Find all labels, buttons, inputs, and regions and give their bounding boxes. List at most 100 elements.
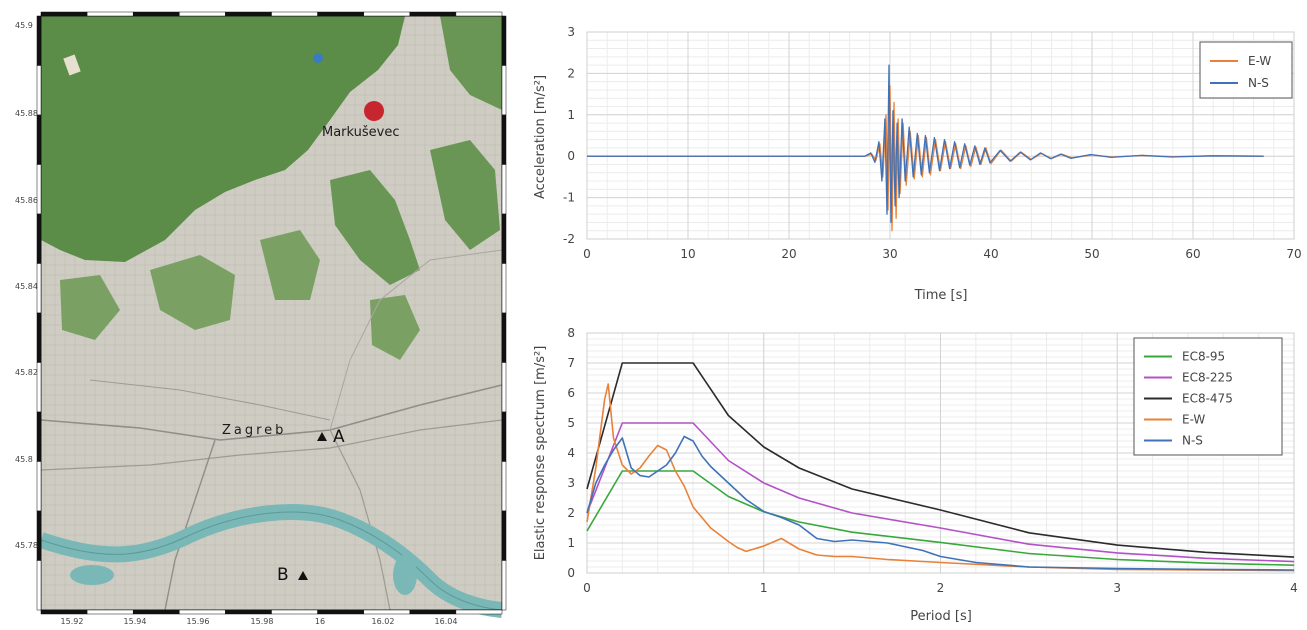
lat-tick-label: 45.82: [15, 368, 38, 377]
y-tick-label: 4: [567, 446, 575, 460]
frame-segment: [179, 609, 226, 615]
frame-segment: [132, 609, 180, 615]
plot-area-border: [586, 31, 1295, 240]
legend-box: [1199, 41, 1293, 99]
series-lines: [587, 64, 1264, 232]
forest-patch: [370, 295, 420, 360]
legend-label: EC8-95: [1182, 350, 1225, 364]
x-tick-label: 70: [1286, 247, 1301, 261]
legend: E-W N-S: [1199, 41, 1293, 99]
y-tick-labels: -2 -1 0 1 2 3: [563, 25, 575, 246]
x-tick-label: 3: [1113, 581, 1121, 595]
frame-segment: [36, 510, 42, 561]
station-a-marker: [317, 432, 327, 441]
frame-segment: [271, 609, 318, 615]
forest-patch: [430, 140, 500, 250]
y-tick-label: -2: [563, 232, 575, 246]
lake: [393, 555, 417, 595]
frame-segment: [409, 609, 457, 615]
frame-segment: [363, 609, 411, 615]
x-tick-labels: 0 10 20 30 40 50 60 70: [583, 247, 1301, 261]
map-frame-ticks: [36, 11, 507, 615]
frame-segment: [36, 15, 42, 66]
plot-area-border: [586, 332, 1295, 574]
map-svg: Markuševec Zagreb A B 45.9 45.88 45.86 45.8…: [15, 11, 507, 626]
frame-segment: [501, 263, 507, 314]
frame-segment: [225, 609, 272, 615]
legend-label: E-W: [1182, 413, 1205, 427]
lon-tick-label: 15.92: [61, 617, 84, 626]
frame-segment: [501, 15, 507, 66]
x-tick-label: 4: [1290, 581, 1298, 595]
x-tick-label: 0: [583, 581, 591, 595]
lon-tick-label: 15.98: [251, 617, 274, 626]
acceleration-chart: 0 10 20 30 40 50 60 70 -2 -1 0 1 2 3 Time [s] Accele…: [530, 0, 1307, 310]
road: [89, 379, 331, 421]
x-tick-label: 40: [983, 247, 998, 261]
frame-segment: [501, 510, 507, 561]
series-line-e-w: [587, 85, 1264, 232]
station-a-label: A: [333, 427, 345, 447]
frame-segment: [225, 11, 272, 17]
road: [329, 249, 503, 431]
x-tick-label: 2: [937, 581, 945, 595]
forest-patch: [330, 170, 420, 285]
forest-area-east: [440, 16, 502, 110]
frame-segment: [36, 164, 42, 215]
frame-segment: [179, 11, 226, 17]
response-spectrum-chart-svg: 0 1 2 3 4 0 1 2 3 4 5 6 7 8 Period [s] Elastic respo…: [533, 326, 1298, 624]
frame-segment: [36, 312, 42, 363]
y-axis-title: Elastic response spectrum [m/s²]: [533, 346, 548, 561]
y-tick-label: -1: [563, 191, 575, 205]
forest-area: [41, 16, 405, 262]
y-tick-label: 3: [567, 25, 575, 39]
y-tick-label: 3: [567, 476, 575, 490]
forest-patch: [150, 255, 235, 330]
x-tick-label: 60: [1185, 247, 1200, 261]
frame-segment: [271, 11, 318, 17]
series-lines: [586, 362, 1295, 572]
frame-segment: [132, 11, 180, 17]
frame-segment: [501, 362, 507, 413]
frame-segment: [363, 11, 411, 17]
frame-segment: [501, 213, 507, 264]
lake: [313, 53, 323, 63]
city-label: Zagreb: [222, 423, 286, 438]
x-tick-labels: 0 1 2 3 4: [583, 581, 1298, 595]
x-axis-title: Period [s]: [910, 609, 972, 624]
y-tick-labels: 0 1 2 3 4 5 6 7 8: [567, 326, 575, 580]
y-tick-label: 2: [567, 66, 575, 80]
series-line-n-s: [587, 64, 1264, 224]
acceleration-chart-svg: 0 10 20 30 40 50 60 70 -2 -1 0 1 2 3 Time [s] Accele…: [533, 25, 1302, 303]
river-bank: [40, 511, 503, 611]
series-line-ec8-475: [586, 362, 1295, 558]
frame-segment: [501, 114, 507, 165]
road: [40, 419, 503, 471]
y-tick-label: 1: [567, 536, 575, 550]
legend-label: N-S: [1182, 434, 1203, 448]
lon-tick-label: 16: [315, 617, 325, 626]
lat-tick-label: 45.84: [15, 282, 38, 291]
lat-tick-label: 45.78: [15, 541, 38, 550]
y-tick-label: 1: [567, 108, 575, 122]
frame-segment: [40, 609, 88, 615]
x-tick-label: 10: [680, 247, 695, 261]
lat-tick-label: 45.86: [15, 196, 38, 205]
x-tick-label: 50: [1084, 247, 1099, 261]
lon-tick-label: 16.02: [372, 617, 395, 626]
lon-tick-label: 15.96: [187, 617, 210, 626]
lake: [70, 565, 114, 585]
frame-segment: [36, 114, 42, 165]
lon-tick-label: 16.04: [435, 617, 458, 626]
frame-segment: [36, 65, 42, 116]
y-tick-label: 2: [567, 506, 575, 520]
frame-segment: [317, 11, 364, 17]
frame-segment: [455, 609, 503, 615]
frame-segment: [36, 411, 42, 462]
y-axis-title: Acceleration [m/s²]: [533, 75, 548, 199]
frame-segment: [501, 560, 507, 611]
x-tick-label: 30: [882, 247, 897, 261]
station-b-label: B: [277, 565, 289, 585]
frame-segment: [409, 11, 457, 17]
map-lat-labels: 45.9 45.88 45.86 45.84 45.82 45.8 45.78: [15, 21, 38, 550]
